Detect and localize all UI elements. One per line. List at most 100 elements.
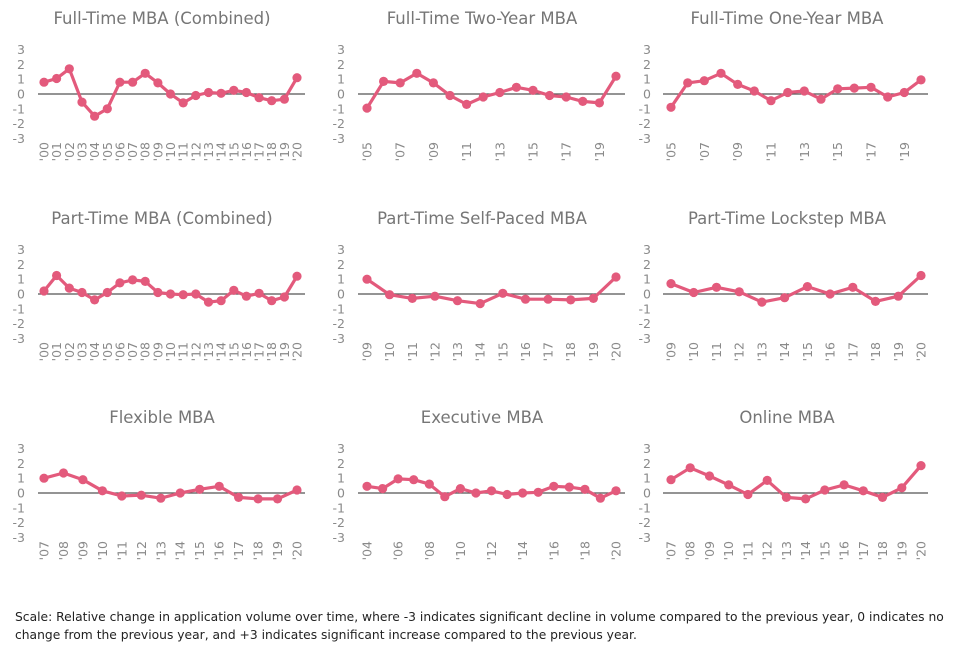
data-point: [566, 295, 576, 305]
data-point: [518, 488, 528, 498]
data-point: [424, 479, 434, 489]
data-point: [39, 286, 49, 296]
data-point: [362, 481, 372, 491]
data-point: [362, 103, 372, 113]
x-tick-label: '14: [214, 342, 229, 361]
data-point: [409, 475, 419, 485]
data-point: [893, 291, 903, 301]
data-point: [379, 76, 389, 86]
x-tick-label: '07: [125, 342, 140, 361]
data-point: [564, 482, 574, 492]
data-point: [734, 287, 744, 297]
data-point: [801, 494, 811, 504]
x-tick-label: '11: [709, 342, 724, 361]
data-point: [153, 78, 163, 88]
data-point: [445, 90, 455, 101]
x-tick-label: '13: [754, 342, 769, 361]
data-point: [292, 271, 302, 281]
data-point: [195, 484, 205, 494]
y-tick-label: 0: [337, 486, 345, 501]
x-tick-label: '08: [138, 342, 153, 361]
x-tick-label: '12: [760, 541, 775, 560]
y-tick-label: 0: [17, 486, 25, 501]
y-tick-label: 3: [337, 242, 345, 257]
x-tick-label: '09: [664, 342, 679, 361]
x-tick-label: '11: [176, 142, 191, 161]
data-point: [140, 68, 150, 78]
x-tick-label: '10: [382, 342, 397, 361]
x-tick-label: '08: [138, 142, 153, 161]
x-tick-label: '05: [100, 142, 115, 161]
data-point: [97, 486, 107, 496]
data-point: [128, 275, 138, 285]
data-point: [64, 64, 74, 74]
y-tick-label: 3: [643, 42, 651, 57]
y-tick-label: -1: [639, 101, 651, 116]
data-point: [816, 94, 826, 104]
data-point: [115, 278, 125, 288]
data-point: [407, 293, 417, 303]
x-tick-label: '06: [391, 541, 406, 560]
y-tick-label: 1: [643, 72, 651, 87]
data-point: [495, 87, 505, 98]
data-point: [899, 87, 909, 98]
x-tick-label: '16: [239, 342, 254, 361]
data-point: [802, 282, 813, 292]
data-point: [39, 473, 49, 483]
x-tick-label: '09: [426, 142, 441, 161]
x-tick-label: '06: [112, 342, 127, 361]
data-point: [511, 82, 521, 92]
y-tick-label: -3: [333, 331, 345, 346]
x-tick-label: '01: [49, 142, 64, 161]
y-tick-label: -2: [333, 515, 345, 530]
data-point: [611, 71, 621, 81]
x-tick-label: '09: [150, 142, 165, 161]
x-tick-label: '10: [453, 541, 468, 560]
data-point: [292, 73, 302, 83]
data-point: [611, 272, 621, 282]
data-point: [595, 493, 606, 503]
x-tick-label: '18: [563, 342, 578, 361]
x-tick-label: '07: [125, 142, 140, 161]
x-tick-label: '20: [290, 342, 305, 361]
x-tick-label: '20: [290, 142, 305, 161]
x-tick-label: '12: [134, 541, 149, 560]
data-point: [545, 90, 555, 101]
data-point: [781, 492, 792, 502]
y-tick-label: -2: [13, 116, 25, 131]
x-tick-label: '11: [740, 541, 755, 560]
x-tick-label: '14: [214, 142, 229, 161]
data-point: [165, 289, 176, 299]
data-point: [704, 471, 715, 481]
x-tick-label: '20: [290, 541, 305, 560]
x-tick-label: '10: [163, 342, 178, 361]
y-tick-label: 3: [17, 242, 25, 257]
x-tick-label: '17: [559, 142, 574, 161]
y-tick-label: 2: [17, 456, 25, 471]
x-tick-label: '19: [592, 142, 607, 161]
x-tick-label: '08: [422, 541, 437, 560]
series-line: [670, 274, 923, 304]
data-point: [877, 492, 888, 502]
data-point: [528, 85, 538, 95]
data-point: [241, 291, 251, 301]
data-point: [90, 295, 100, 305]
x-tick-label: '16: [212, 541, 227, 560]
x-tick-label: '15: [526, 142, 541, 161]
data-point: [393, 474, 403, 484]
data-point: [452, 296, 463, 306]
data-point: [52, 270, 62, 281]
x-tick-label: '20: [609, 541, 624, 560]
x-tick-label: '19: [897, 142, 912, 161]
data-point: [216, 88, 226, 98]
y-tick-label: -1: [13, 500, 25, 515]
data-point: [825, 289, 835, 299]
y-tick-label: 2: [337, 257, 345, 272]
series-line: [365, 71, 618, 109]
x-tick-label: '00: [37, 342, 52, 361]
y-tick-label: 2: [337, 57, 345, 72]
x-tick-label: '18: [251, 541, 266, 560]
